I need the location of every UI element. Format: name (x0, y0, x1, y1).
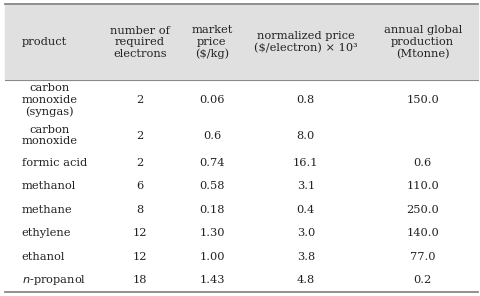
Text: 77.0: 77.0 (410, 252, 435, 262)
Text: 12: 12 (133, 252, 147, 262)
Text: 0.2: 0.2 (414, 275, 432, 285)
Text: 12: 12 (133, 228, 147, 238)
Text: 6: 6 (136, 181, 144, 192)
Text: 110.0: 110.0 (407, 181, 439, 192)
Text: ethylene: ethylene (22, 228, 71, 238)
Text: 1.30: 1.30 (199, 228, 225, 238)
Text: methanol: methanol (22, 181, 76, 192)
Text: 0.18: 0.18 (199, 205, 225, 215)
Text: $\it{n}$-propanol: $\it{n}$-propanol (22, 273, 85, 287)
Text: market
price
($/kg): market price ($/kg) (191, 25, 233, 59)
Text: 0.8: 0.8 (297, 95, 315, 105)
Text: 8: 8 (136, 205, 144, 215)
Text: 2: 2 (136, 95, 144, 105)
Text: 0.06: 0.06 (199, 95, 225, 105)
Text: methane: methane (22, 205, 72, 215)
Text: 16.1: 16.1 (293, 158, 319, 168)
Text: 8.0: 8.0 (297, 131, 315, 141)
Text: carbon
monoxide
(syngas): carbon monoxide (syngas) (22, 83, 78, 117)
Text: 2: 2 (136, 158, 144, 168)
Text: 140.0: 140.0 (407, 228, 439, 238)
Text: number of
required
electrons: number of required electrons (110, 26, 170, 59)
Text: 250.0: 250.0 (407, 205, 439, 215)
Text: ethanol: ethanol (22, 252, 65, 262)
Text: 0.58: 0.58 (199, 181, 225, 192)
Text: 3.1: 3.1 (297, 181, 315, 192)
Text: 0.6: 0.6 (414, 158, 432, 168)
Text: 0.6: 0.6 (203, 131, 221, 141)
Text: 3.8: 3.8 (297, 252, 315, 262)
Text: 3.0: 3.0 (297, 228, 315, 238)
Text: 1.43: 1.43 (199, 275, 225, 285)
Text: carbon
monoxide: carbon monoxide (22, 125, 78, 147)
Text: normalized price
($/electron) × 10³: normalized price ($/electron) × 10³ (254, 31, 358, 53)
Text: 150.0: 150.0 (407, 95, 439, 105)
Text: annual global
production
(Mtonne): annual global production (Mtonne) (384, 25, 462, 59)
Text: 0.74: 0.74 (199, 158, 225, 168)
Text: 0.4: 0.4 (297, 205, 315, 215)
Text: 4.8: 4.8 (297, 275, 315, 285)
Text: 2: 2 (136, 131, 144, 141)
Text: formic acid: formic acid (22, 158, 87, 168)
Text: product: product (22, 37, 67, 47)
Text: 18: 18 (133, 275, 147, 285)
Text: 1.00: 1.00 (199, 252, 225, 262)
